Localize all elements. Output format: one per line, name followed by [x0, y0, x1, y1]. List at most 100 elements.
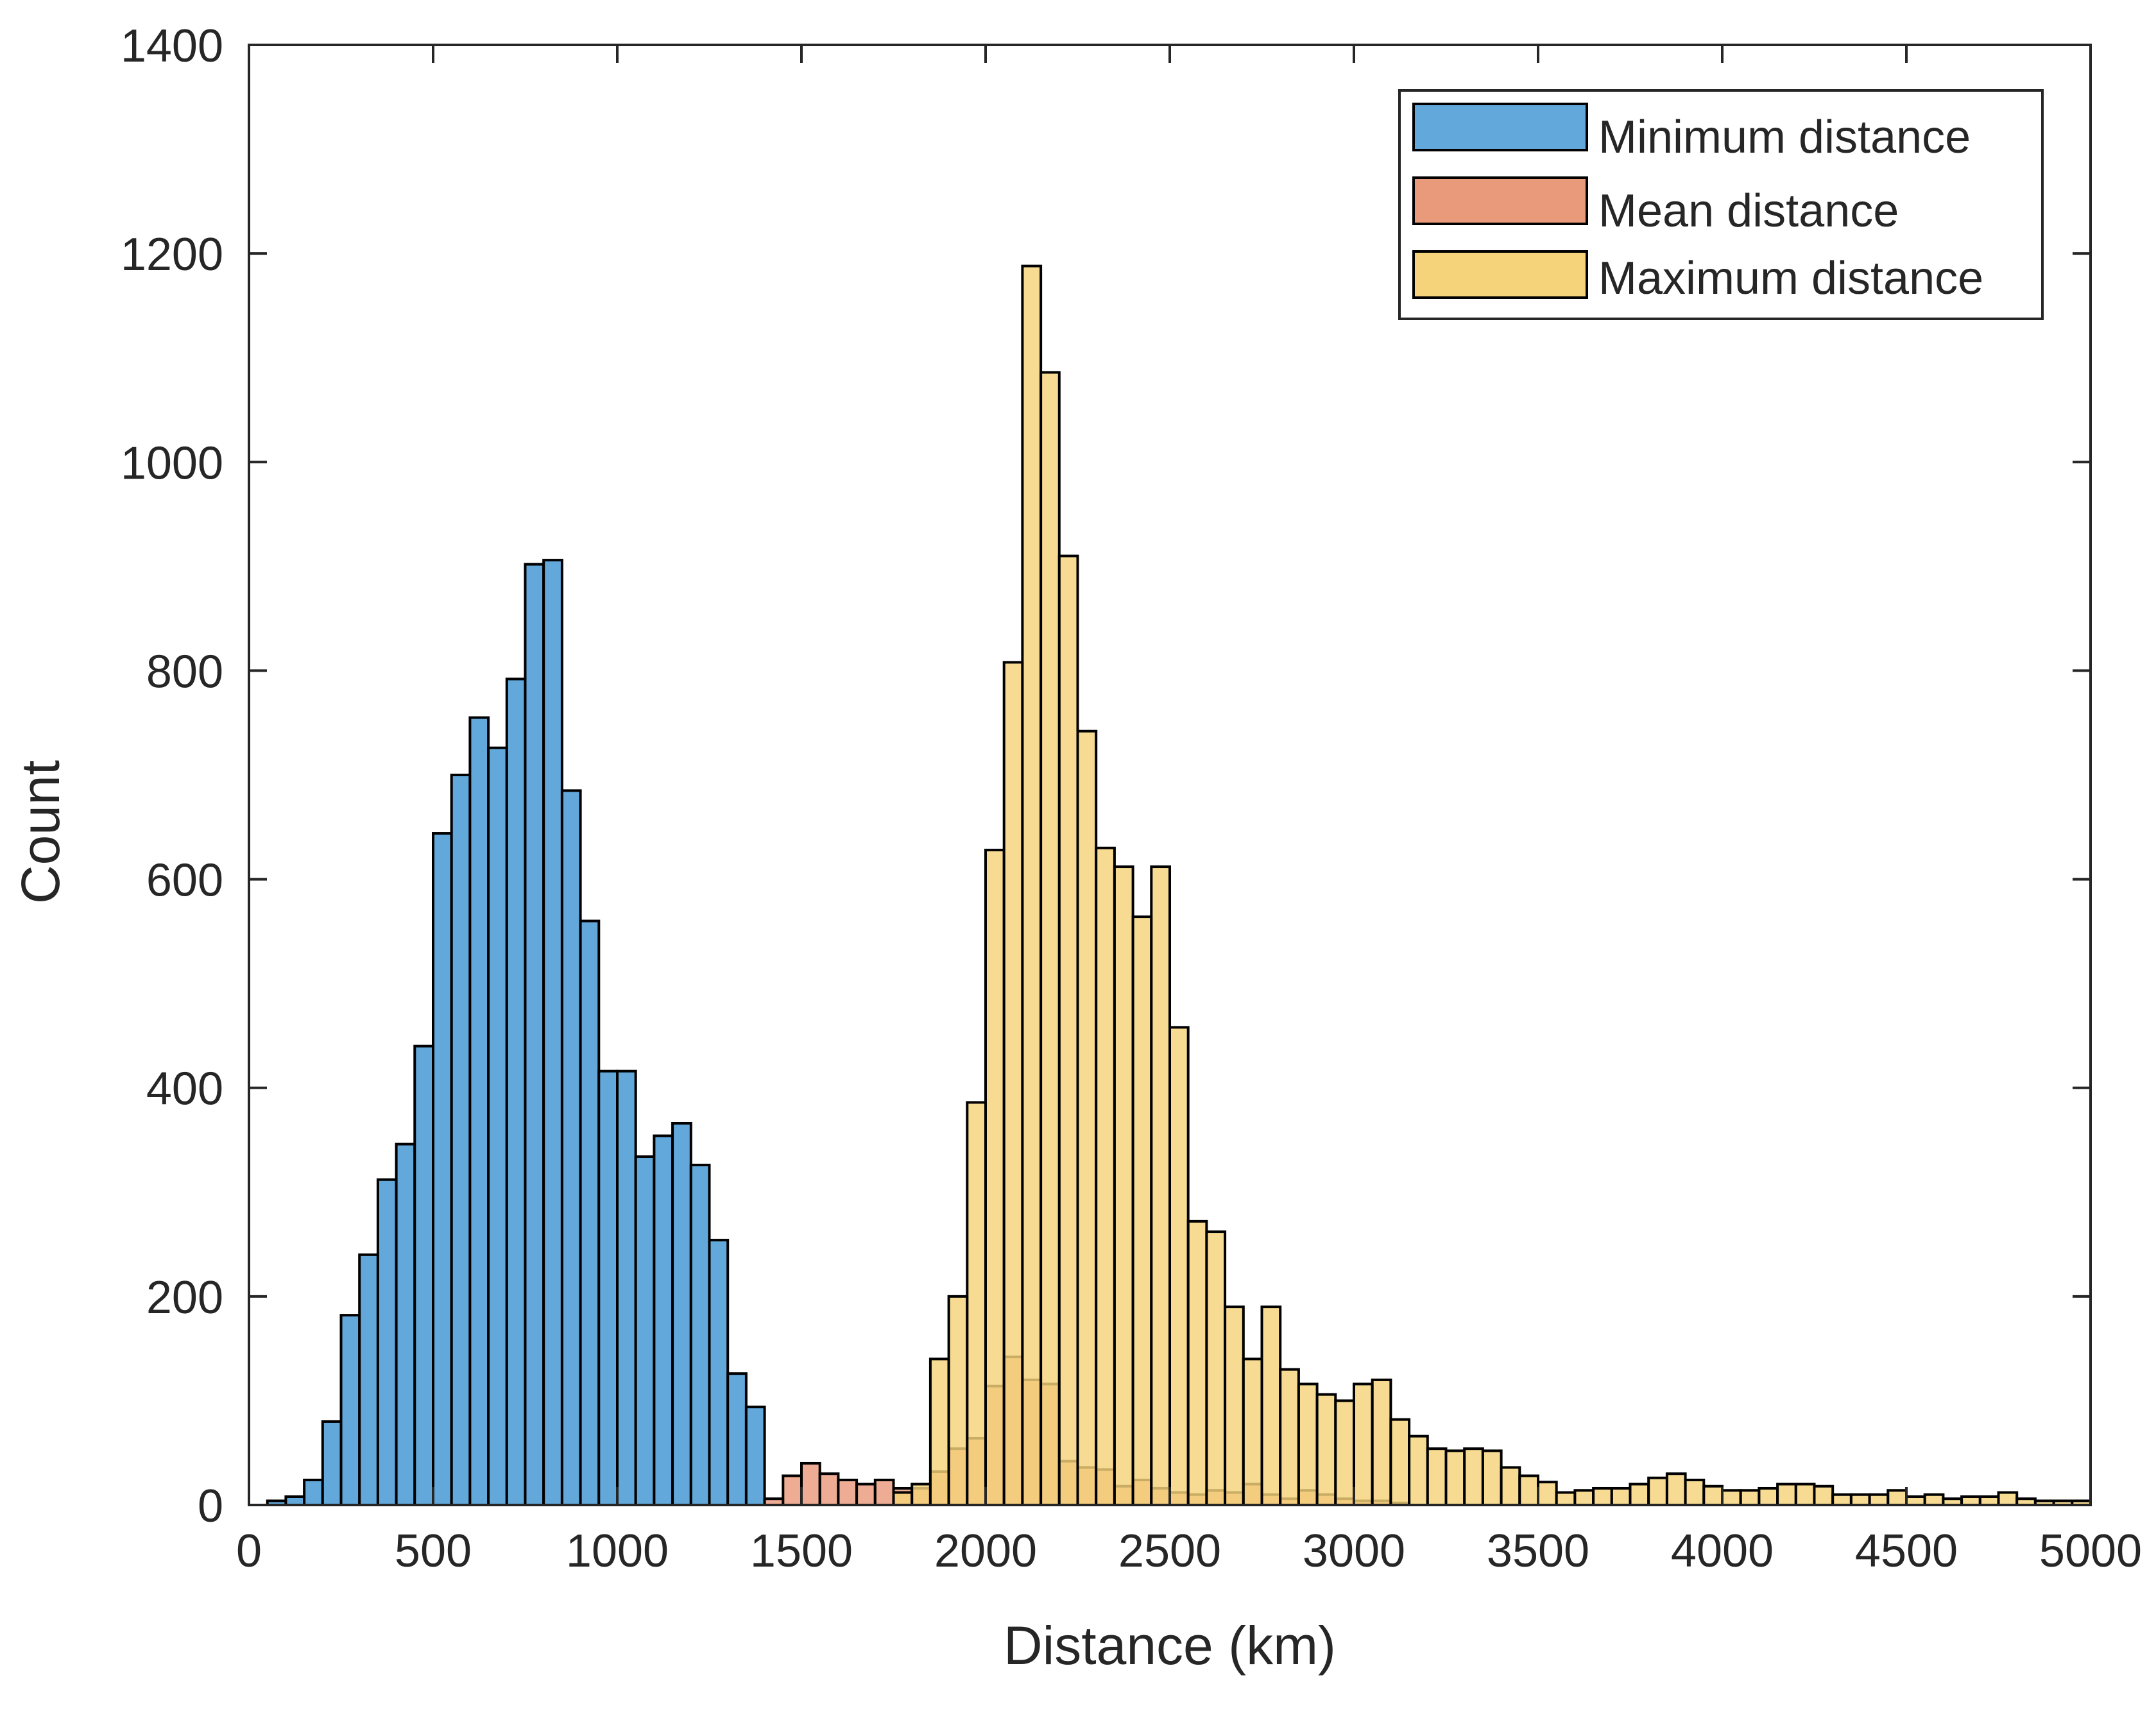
x-tick-label: 2000 [934, 1526, 1037, 1577]
bar-maximum-3700 [1610, 1486, 1632, 1506]
x-tick-label: 4500 [1855, 1526, 1958, 1577]
bar-mean-1700 [873, 1478, 895, 1507]
bar-maximum-3100 [1389, 1418, 1411, 1506]
bar-maximum-3900 [1684, 1478, 1706, 1507]
x-tick-label: 2500 [1118, 1526, 1221, 1577]
bar-maximum-2150 [1040, 371, 1061, 1507]
x-tick-label: 5000 [2039, 1526, 2142, 1577]
bar-minimum-850 [560, 789, 582, 1506]
bar-maximum-2950 [1334, 1399, 1356, 1506]
x-tick-label: 1500 [750, 1526, 853, 1577]
bar-maximum-4000 [1721, 1489, 1742, 1506]
bar-maximum-2600 [1205, 1230, 1227, 1506]
bar-maximum-3750 [1629, 1483, 1650, 1506]
bar-maximum-3150 [1408, 1434, 1429, 1507]
bar-maximum-2750 [1260, 1305, 1282, 1506]
bar-minimum-250 [339, 1314, 361, 1507]
x-tick-label: 1000 [566, 1526, 669, 1577]
bar-maximum-2650 [1224, 1305, 1245, 1506]
bar-mean-1650 [855, 1483, 877, 1506]
bar-maximum-4100 [1758, 1486, 1779, 1506]
series-minimum-bars [266, 559, 766, 1507]
y-tick-label: 0 [198, 1481, 223, 1532]
bar-maximum-3400 [1500, 1466, 1521, 1507]
bar-minimum-550 [450, 774, 472, 1506]
legend: Minimum distance Mean distance Maximum d… [1398, 89, 2044, 320]
x-tick-label: 4000 [1671, 1526, 1774, 1577]
y-tick-label: 600 [146, 855, 223, 906]
bar-maximum-4150 [1776, 1483, 1797, 1506]
bar-minimum-1050 [634, 1155, 656, 1507]
bar-minimum-1250 [708, 1239, 730, 1507]
bar-maximum-1800 [911, 1483, 932, 1506]
bar-maximum-2850 [1297, 1382, 1319, 1507]
bar-minimum-350 [376, 1178, 398, 1506]
bar-maximum-3300 [1463, 1447, 1484, 1506]
x-tick-label: 500 [395, 1526, 472, 1577]
bar-maximum-4350 [1849, 1493, 1871, 1507]
bar-maximum-4250 [1813, 1484, 1835, 1506]
bar-minimum-1100 [653, 1134, 674, 1507]
y-tick-label: 800 [146, 646, 223, 697]
bar-maximum-4450 [1887, 1489, 1908, 1506]
legend-label-minimum: Minimum distance [1598, 112, 1971, 163]
bar-minimum-150 [303, 1478, 324, 1507]
legend-swatch-minimum [1412, 103, 1588, 151]
x-tick-label: 0 [236, 1526, 262, 1577]
bar-mean-1600 [837, 1478, 859, 1507]
y-axis-title: Count [10, 760, 71, 904]
bar-maximum-2350 [1113, 865, 1134, 1506]
bar-maximum-3350 [1481, 1449, 1503, 1507]
bar-maximum-1950 [966, 1101, 988, 1506]
bar-maximum-2450 [1150, 865, 1172, 1506]
y-tick-label: 400 [146, 1064, 223, 1115]
bar-mean-1500 [800, 1461, 821, 1507]
x-tick-label: 3000 [1303, 1526, 1405, 1577]
bar-minimum-200 [321, 1420, 343, 1507]
bar-maximum-3000 [1353, 1382, 1374, 1507]
bar-minimum-700 [505, 677, 527, 1506]
bar-minimum-400 [395, 1143, 416, 1506]
bar-maximum-2200 [1057, 554, 1079, 1506]
bar-maximum-3850 [1665, 1472, 1687, 1506]
bar-minimum-900 [579, 919, 601, 1506]
bar-maximum-3050 [1371, 1378, 1392, 1507]
bar-maximum-4550 [1923, 1493, 1945, 1507]
legend-swatch-maximum [1412, 250, 1588, 299]
bar-minimum-600 [468, 716, 490, 1506]
bar-maximum-2250 [1076, 729, 1098, 1506]
bar-maximum-2300 [1095, 846, 1116, 1506]
bar-mean-1550 [818, 1472, 840, 1506]
axes-layer: 0 500 1000 1500 2000 2500 3000 3500 4000 4500 5000… [121, 21, 2142, 1577]
bar-minimum-650 [487, 746, 508, 1506]
y-tick-label: 1400 [121, 21, 223, 72]
bar-minimum-1350 [744, 1406, 766, 1506]
bar-maximum-4200 [1794, 1483, 1816, 1506]
x-axis-title: Distance (km) [1004, 1615, 1336, 1676]
bar-minimum-1000 [616, 1069, 637, 1506]
bar-maximum-2900 [1315, 1393, 1337, 1507]
bar-maximum-3600 [1573, 1489, 1595, 1506]
bar-maximum-2800 [1279, 1368, 1300, 1507]
bar-minimum-450 [413, 1044, 434, 1506]
bar-maximum-3800 [1647, 1476, 1668, 1507]
bar-maximum-4750 [1997, 1491, 2019, 1507]
bar-maximum-3450 [1518, 1474, 1540, 1506]
bar-minimum-300 [358, 1253, 379, 1507]
y-tick-label: 1200 [121, 229, 223, 280]
bar-minimum-500 [432, 832, 453, 1506]
bar-maximum-3550 [1555, 1491, 1577, 1507]
bar-minimum-1200 [689, 1164, 711, 1506]
bar-maximum-3250 [1444, 1449, 1466, 1507]
bar-maximum-1900 [947, 1295, 969, 1507]
x-tick-label: 3500 [1487, 1526, 1589, 1577]
bar-maximum-3650 [1592, 1486, 1613, 1506]
legend-label-mean: Mean distance [1598, 185, 1899, 237]
bar-maximum-1750 [892, 1491, 914, 1507]
legend-label-maximum: Maximum distance [1598, 253, 1983, 304]
bar-maximum-1850 [928, 1357, 950, 1506]
bar-maximum-4400 [1868, 1493, 1890, 1507]
bar-maximum-2400 [1131, 915, 1153, 1506]
bar-maximum-2100 [1021, 264, 1043, 1506]
